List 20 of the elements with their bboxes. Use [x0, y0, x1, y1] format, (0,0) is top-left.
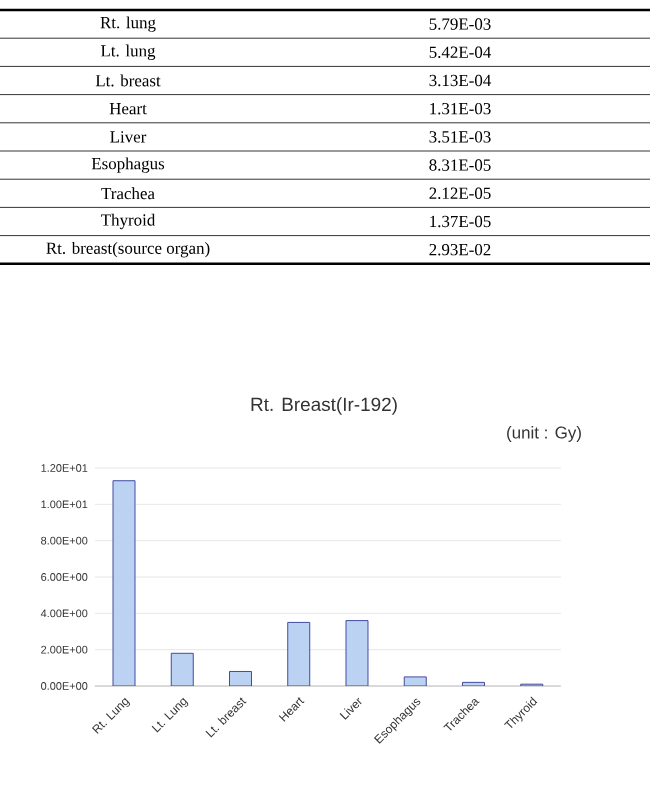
data-label: 3.51E-03	[429, 131, 491, 143]
data-label: 3.13E-04	[429, 74, 492, 87]
text: (unit : Gy)	[507, 426, 581, 442]
data-label: 5.42E-04	[429, 46, 492, 59]
chart-title: Rt. Breast(Ir-192)	[251, 397, 397, 415]
data-label: 1.31E-03	[430, 102, 491, 115]
category-label: Rt. lung	[100, 16, 156, 32]
category-label: Lt. breast	[95, 74, 161, 87]
category-label: Thyroid	[101, 213, 156, 230]
data-label: 8.31E-05	[429, 159, 491, 171]
category-label: Rt. breast(source organ)	[46, 242, 210, 258]
data-label: 2.93E-02	[429, 243, 491, 256]
data-label: 2.12E-05	[429, 187, 491, 200]
category-label: Lt. lung	[100, 44, 156, 60]
category-label: Liver	[110, 131, 147, 143]
category-label: Esophagus	[91, 157, 165, 173]
data-label: 5.79E-03	[429, 18, 491, 30]
data-label: 1.37E-05	[430, 215, 491, 228]
category-label: Trachea	[101, 187, 155, 200]
category-label: Heart	[109, 103, 147, 115]
